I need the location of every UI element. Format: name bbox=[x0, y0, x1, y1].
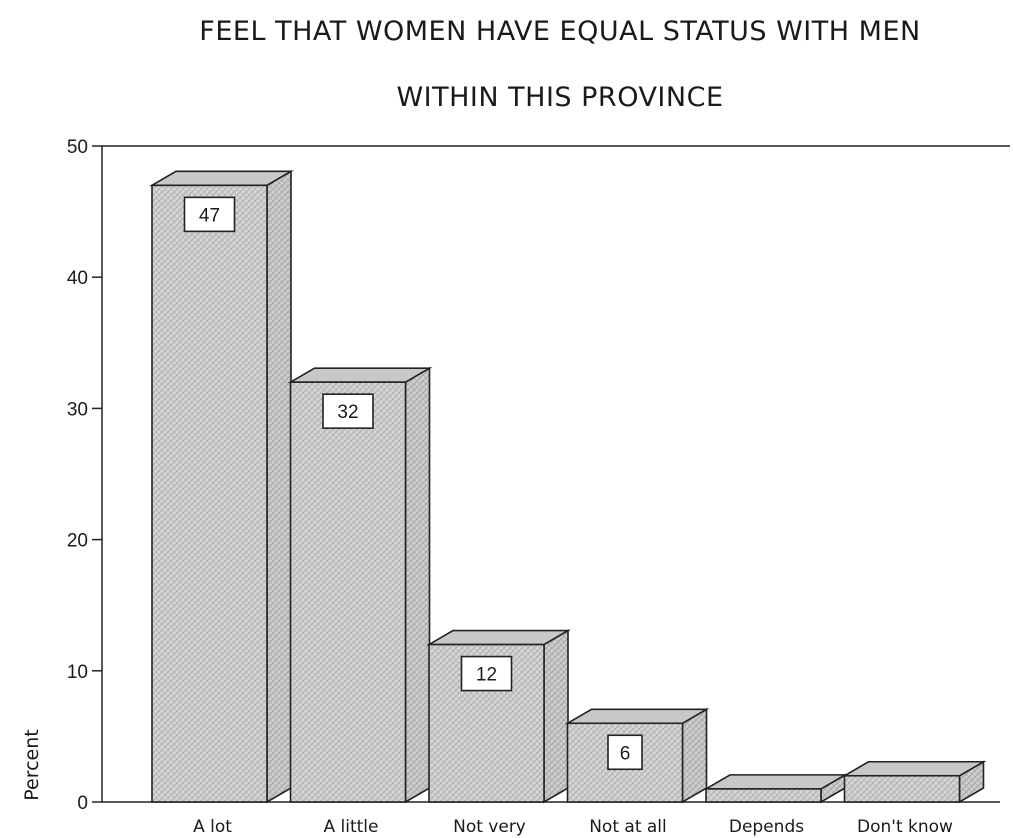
bar-side-face bbox=[266, 169, 292, 804]
x-category-label: Depends bbox=[729, 817, 804, 837]
value-label-box bbox=[607, 734, 643, 771]
y-tick-label: 40 bbox=[67, 268, 88, 289]
value-label: 6 bbox=[620, 743, 631, 764]
x-category-label: Not very bbox=[453, 817, 526, 837]
bar-top-face bbox=[426, 629, 571, 646]
value-label-box bbox=[322, 393, 374, 429]
y-tick-label: 10 bbox=[67, 662, 88, 683]
x-category-label: A lot bbox=[193, 817, 232, 837]
y-axis-ticks: 0 10 20 30 40 50 bbox=[67, 137, 102, 814]
value-label: 32 bbox=[337, 402, 358, 423]
chart-title-line-1: FEEL THAT WOMEN HAVE EQUAL STATUS WITH M… bbox=[199, 16, 920, 47]
bar-front-face bbox=[843, 774, 961, 803]
value-label: 12 bbox=[476, 665, 497, 686]
bar-top-face bbox=[703, 774, 848, 790]
y-tick-label: 0 bbox=[77, 793, 88, 814]
bar-side-face bbox=[543, 629, 569, 804]
bar: 32 bbox=[287, 366, 433, 804]
bar-front-face bbox=[289, 381, 407, 803]
bar-top-face bbox=[841, 760, 987, 777]
x-category-label: Not at all bbox=[589, 817, 667, 837]
x-category-label: Don't know bbox=[857, 817, 953, 837]
x-axis-labels: A lot A little Not very Not at all Depends Do… bbox=[193, 817, 953, 837]
y-tick-label: 30 bbox=[67, 399, 88, 420]
bar: 6 bbox=[564, 707, 710, 804]
x-category-label: A little bbox=[324, 817, 379, 837]
bar-series: 47 32 12 6 bbox=[149, 169, 987, 804]
y-axis-title: Percent bbox=[21, 729, 43, 801]
bar-front-face bbox=[705, 788, 822, 803]
chart-title-line-2: WITHIN THIS PROVINCE bbox=[396, 82, 723, 113]
bar-front-face bbox=[151, 184, 268, 803]
bar: 12 bbox=[426, 629, 571, 804]
value-label-box bbox=[183, 196, 236, 233]
value-label: 47 bbox=[199, 205, 220, 226]
bar: 47 bbox=[149, 169, 294, 804]
bar-side-face bbox=[681, 707, 708, 804]
bar-top-face bbox=[287, 367, 433, 383]
bar-side-face bbox=[404, 366, 431, 804]
y-tick-label: 50 bbox=[67, 137, 88, 158]
bar bbox=[703, 773, 848, 804]
value-label-box bbox=[460, 655, 513, 692]
bar bbox=[841, 760, 987, 804]
bar-top-face bbox=[564, 708, 710, 725]
bar-top-face bbox=[149, 170, 294, 187]
y-tick-label: 20 bbox=[67, 531, 88, 552]
